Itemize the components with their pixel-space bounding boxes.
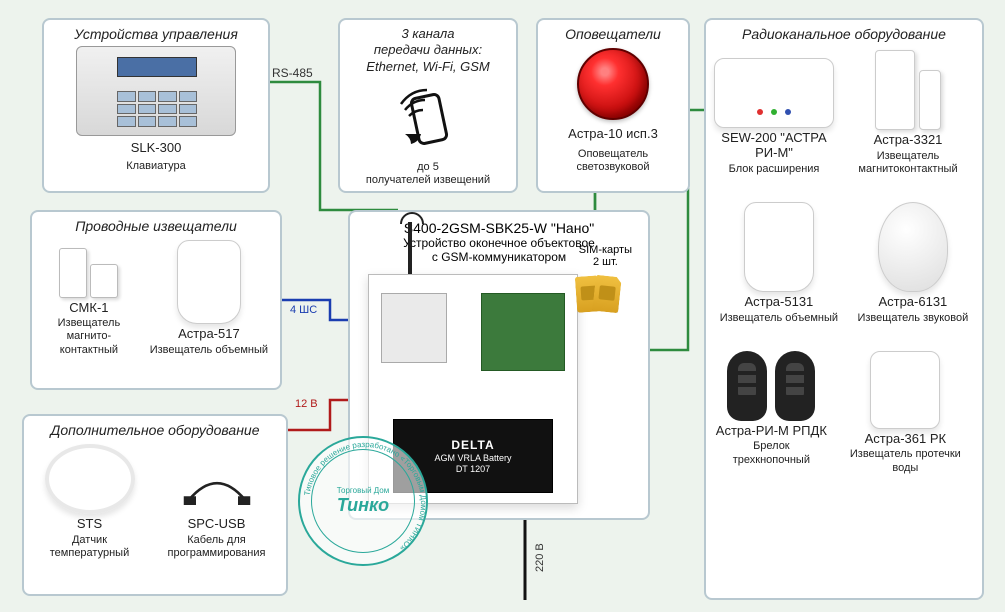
astra517-image: [177, 240, 241, 324]
fob2-image: [775, 351, 815, 421]
stamp-ring-text: Типовое решение разработано «Торговым До…: [302, 440, 428, 553]
alert-item-name: Астра-10 исп.3: [568, 126, 658, 142]
alert-item-desc: Оповещатель светозвуковой: [546, 148, 680, 174]
channels-bottom1: до 5: [417, 161, 439, 173]
sim2-icon: [592, 275, 622, 314]
radio-r1c1-name: SEW-200 "АСТРА РИ-М": [714, 130, 834, 161]
fob1-image: [727, 351, 767, 421]
panel-wired: Проводные извещатели СМК-1 Извещатель ма…: [30, 210, 282, 390]
radio-r1c1-desc: Блок расширения: [729, 163, 820, 176]
wired-i2-desc: Извещатель объемный: [150, 344, 268, 357]
wire-label-rs485: RS-485: [272, 66, 313, 80]
wired-i1-d3: контактный: [60, 344, 118, 356]
spc-usb-image: [182, 454, 252, 514]
channels-line3: Ethernet, Wi-Fi, GSM: [366, 59, 489, 74]
wired-i2-name: Астра-517: [178, 326, 240, 342]
radio-r1c2-desc: Извещатель магнитоконтактный: [842, 150, 974, 176]
sew200-image: [714, 58, 834, 128]
keypad-image: [76, 46, 236, 136]
radio-r2c2-desc: Извещатель звуковой: [857, 312, 968, 325]
leak-sensor-image: [870, 351, 940, 429]
sts-image: [45, 444, 135, 514]
panel-wired-header: Проводные извещатели: [40, 218, 272, 234]
extra-i1-name: STS: [77, 516, 102, 532]
battery-brand: DELTA: [451, 438, 494, 452]
radio-r3c1-name: Астра-РИ-М РПДК: [716, 423, 827, 439]
phone-icon: [388, 79, 468, 159]
smk1-b-image: [90, 264, 118, 298]
radio-r2c2-name: Астра-6131: [878, 294, 947, 310]
wired-i1-d2: магнито-: [67, 330, 112, 342]
extra-i2-d1: Кабель для: [187, 534, 245, 546]
channels-line2: передачи данных:: [374, 42, 482, 57]
panel-channels: 3 канала передачи данных: Ethernet, Wi-F…: [338, 18, 518, 193]
panel-alerts: Оповещатели Астра-10 исп.3 Оповещатель с…: [536, 18, 690, 193]
smk1-a-image: [59, 248, 87, 298]
wire-label-12v: 12 В: [295, 398, 318, 410]
antenna-icon: [408, 222, 412, 282]
sim-label1: SIM-карты: [579, 244, 632, 256]
radio-r1c2-name: Астра-3321: [874, 132, 943, 148]
wired-i1-name: СМК-1: [69, 300, 108, 316]
tinko-stamp: Торговый Дом Тинко Типовое решение разра…: [298, 436, 428, 566]
door-sensor-image: [875, 50, 915, 130]
radio-r3c1-desc: Брелок трехкнопочный: [714, 440, 829, 466]
panel-radio: Радиоканальное оборудование SEW-200 "АСТ…: [704, 18, 984, 600]
battery-line: AGM VRLA Battery: [434, 453, 511, 463]
panel-extra: Дополнительное оборудование STS Датчик т…: [22, 414, 288, 596]
wired-i1-d1: Извещатель: [58, 317, 121, 329]
door-magnet-image: [919, 70, 941, 130]
wire-label-4shs: 4 ШС: [290, 304, 317, 316]
radio-r3c2-desc: Извещатель протечки воды: [837, 448, 974, 474]
extra-i1-d1: Датчик: [72, 534, 107, 546]
siren-image: [577, 48, 649, 120]
battery-model: DT 1207: [456, 464, 490, 474]
panel-alerts-header: Оповещатели: [546, 26, 680, 42]
control-item-name: SLK-300: [131, 140, 182, 156]
channels-line1: 3 канала: [401, 26, 454, 41]
panel-control-header: Устройства управления: [52, 26, 260, 42]
channels-bottom2: получателей извещений: [366, 174, 490, 186]
radio-r2c1-desc: Извещатель объемный: [720, 312, 838, 325]
pir-6131-image: [878, 202, 948, 292]
radio-r3c2-name: Астра-361 РК: [865, 431, 946, 447]
panel-extra-header: Дополнительное оборудование: [32, 422, 278, 438]
pir-5131-image: [744, 202, 814, 292]
sim-label2: 2 шт.: [593, 256, 618, 268]
wire-label-220v: 220 В: [534, 543, 546, 572]
svg-text:Типовое решение разработано «Т: Типовое решение разработано «Торговым До…: [302, 440, 428, 553]
extra-i1-d2: температурный: [50, 547, 129, 559]
panel-radio-header: Радиоканальное оборудование: [714, 26, 974, 42]
control-item-desc: Клавиатура: [126, 160, 186, 173]
extra-i2-name: SPC-USB: [188, 516, 246, 532]
panel-control: Устройства управления SLK-300 Клавиатура: [42, 18, 270, 193]
radio-r2c1-name: Астра-5131: [744, 294, 813, 310]
extra-i2-d2: программирования: [168, 547, 266, 559]
